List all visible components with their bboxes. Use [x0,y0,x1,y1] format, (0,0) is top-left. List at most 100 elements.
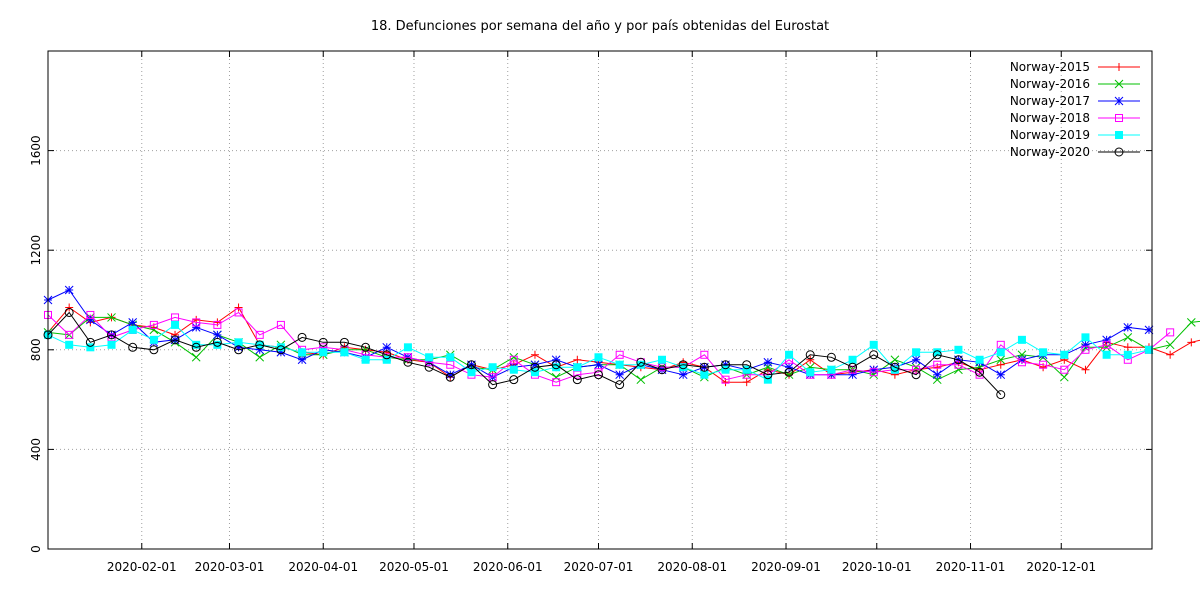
data-point [1039,360,1048,369]
grid-layer [48,51,1152,549]
data-point [85,315,95,325]
x-tick-label: 2020-07-01 [564,560,634,574]
data-point [869,340,878,349]
data-point [1144,325,1154,335]
data-point [1102,342,1111,352]
data-point [636,375,646,385]
data-point [509,365,518,374]
y-tick-label: 400 [29,438,43,461]
data-point [467,368,476,377]
data-point [382,350,392,360]
data-point [1123,343,1132,352]
data-point [86,343,95,352]
data-point [1123,323,1133,332]
data-point [827,365,836,374]
data-point [1017,358,1026,367]
data-point [509,375,519,385]
series-line [47,311,1002,395]
data-point [594,360,603,370]
data-point [996,390,1006,400]
data-point [996,348,1005,357]
x-tick-label: 2020-10-01 [842,560,912,574]
data-point [213,330,222,340]
data-point [530,360,540,370]
data-point [234,308,243,317]
data-point [1039,348,1048,357]
data-point [1081,333,1090,342]
data-point [615,360,624,369]
legend-label: Norway-2020 [1010,145,1090,159]
x-tick-label: 2020-06-01 [473,560,543,574]
data-point [192,340,201,349]
y-tick-label: 1200 [29,235,43,266]
data-point [572,375,582,385]
data-point [996,355,1006,365]
data-point [276,320,285,329]
data-point [488,363,497,372]
x-tick-label: 2020-04-01 [288,560,358,574]
data-point [149,325,159,335]
data-point [234,342,243,352]
x-tick-label: 2020-11-01 [936,560,1006,574]
data-point [975,355,984,364]
data-point [128,325,137,334]
data-point [340,348,349,357]
data-point [446,353,455,362]
data-point [234,345,244,355]
data-point [191,352,201,362]
data-point [445,372,455,382]
x-tick-label: 2020-03-01 [195,560,265,574]
data-point [191,323,201,332]
data-point [403,343,412,352]
data-point [700,370,709,379]
data-point [530,368,539,377]
legend-label: Norway-2019 [1010,128,1090,142]
data-point [170,335,180,345]
legend-label: Norway-2017 [1010,94,1090,108]
data-point [742,360,752,370]
data-point [805,350,815,360]
data-point [1060,350,1069,359]
data-point [85,337,95,347]
data-point [382,342,392,352]
legend-marker [1115,131,1123,139]
data-point [869,350,879,360]
data-point [890,365,899,374]
data-point [912,348,921,357]
legend: Norway-2015 Norway-2016 Norway-2017 Norway-… [1010,60,1140,159]
data-point [806,368,815,377]
data-point [678,360,688,370]
data-point [678,370,688,380]
legend-marker [1114,147,1124,157]
data-point [784,367,794,377]
data-point [763,375,772,384]
data-point [636,357,646,367]
data-point [658,355,667,364]
data-point [954,345,963,354]
data-point [255,345,265,355]
series-norway-2020 [43,307,1006,400]
data-point [1102,350,1111,359]
data-point [107,340,116,349]
data-point [763,370,773,380]
data-point [1081,340,1090,350]
data-point [276,345,286,355]
data-point [255,352,265,362]
data-point [721,365,730,374]
data-point [212,337,222,347]
data-point [1081,345,1090,354]
data-point [128,342,138,352]
data-point [488,380,498,390]
data-point [297,332,307,342]
x-tick-label: 2020-02-01 [107,560,177,574]
data-point [636,360,645,369]
data-point [318,337,328,347]
data-point [869,368,878,377]
data-point [721,360,731,370]
x-tick-label: 2020-05-01 [379,560,449,574]
data-point [615,370,625,380]
data-point [149,335,158,344]
data-point [234,338,243,347]
data-point [679,363,688,372]
data-point [466,360,476,370]
